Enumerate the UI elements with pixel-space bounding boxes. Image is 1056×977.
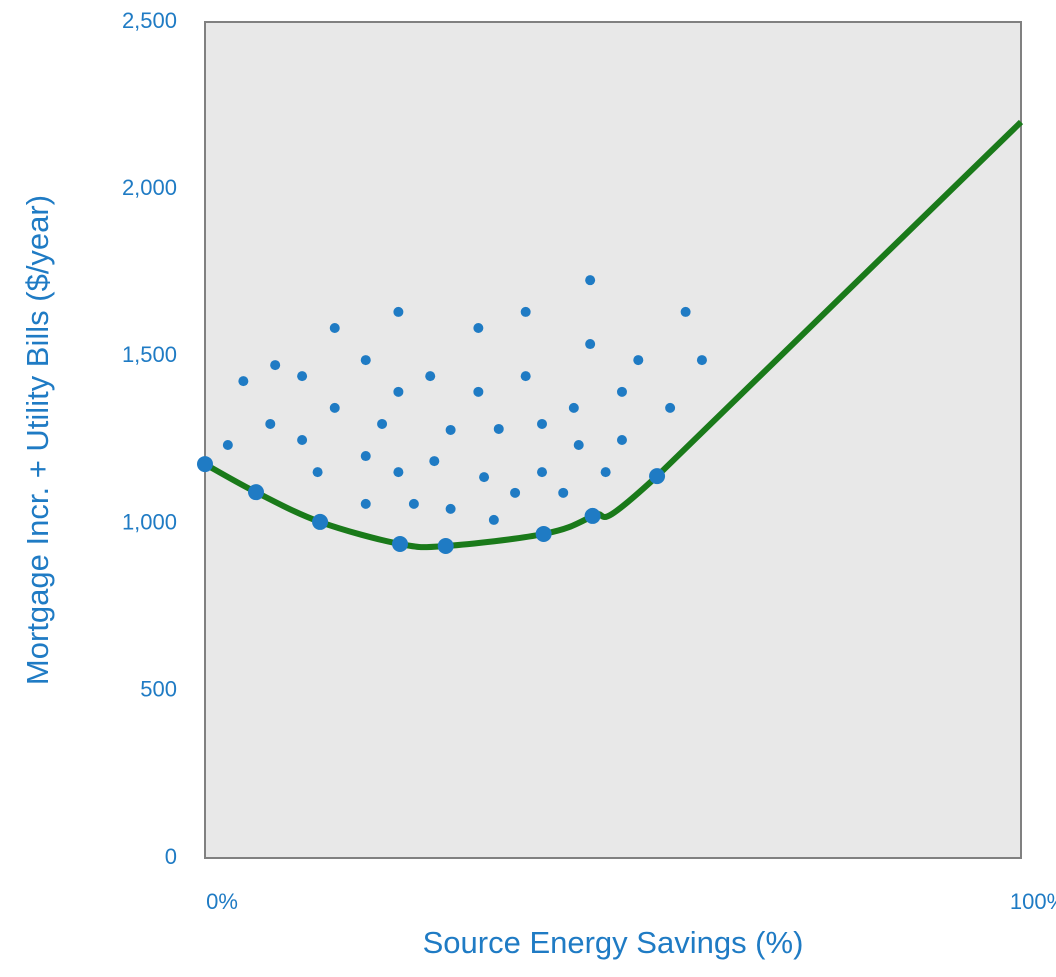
point — [297, 435, 308, 445]
y-tick-label: 2,000 — [122, 175, 177, 200]
point — [392, 535, 409, 552]
point — [488, 514, 499, 525]
point — [393, 306, 404, 317]
point — [616, 435, 627, 445]
x-tick-label: 100% — [1010, 889, 1056, 914]
point — [510, 487, 521, 498]
point — [393, 467, 404, 478]
point — [329, 322, 340, 333]
point — [665, 402, 676, 413]
point — [445, 503, 456, 514]
plot-area — [204, 21, 1022, 859]
point — [473, 386, 484, 397]
y-tick-label: 1,000 — [122, 509, 177, 534]
point — [616, 386, 627, 397]
x-axis-title: Source Energy Savings (%) — [423, 925, 804, 960]
y-tick-label: 0 — [165, 844, 177, 869]
point — [248, 484, 264, 501]
point — [312, 467, 323, 478]
point — [493, 423, 504, 434]
point — [360, 355, 371, 366]
point — [573, 440, 584, 451]
point — [585, 275, 596, 286]
point — [429, 456, 440, 467]
point — [584, 507, 601, 524]
point — [297, 371, 308, 382]
point — [425, 371, 436, 382]
point — [238, 376, 249, 387]
point — [680, 306, 691, 317]
point — [408, 498, 419, 509]
point — [537, 418, 548, 429]
point — [520, 371, 531, 382]
point — [329, 402, 340, 413]
point — [535, 525, 552, 542]
point — [222, 440, 233, 451]
y-tick-label: 2,500 — [122, 8, 177, 33]
point — [568, 402, 579, 413]
point — [696, 355, 707, 366]
x-tick-label: 0% — [206, 889, 238, 914]
point — [360, 498, 371, 509]
y-axis-title: Mortgage Incr. + Utility Bills ($/year) — [20, 195, 55, 685]
point — [377, 418, 388, 429]
point — [265, 418, 276, 429]
point — [360, 451, 371, 462]
point — [600, 467, 611, 478]
point — [437, 538, 454, 555]
point — [649, 468, 666, 485]
point — [312, 513, 329, 530]
point — [585, 339, 596, 350]
point — [520, 306, 531, 317]
point — [393, 386, 404, 397]
y-tick-label: 1,500 — [122, 342, 177, 367]
point — [473, 322, 484, 333]
point — [445, 424, 456, 435]
point — [197, 456, 213, 473]
point — [479, 472, 490, 483]
point — [558, 487, 569, 498]
point — [633, 355, 644, 366]
y-tick-label: 500 — [140, 677, 177, 702]
point — [270, 360, 281, 371]
point — [537, 467, 548, 478]
